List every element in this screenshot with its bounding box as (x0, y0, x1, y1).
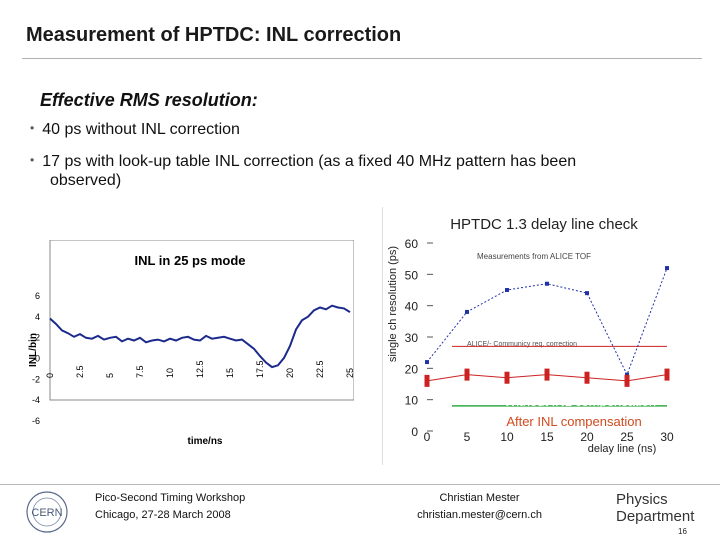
delay-point-after (424, 374, 430, 387)
bullet-text: 40 ps without INL correction (42, 121, 240, 138)
section-subtitle: Effective RMS resolution: (40, 90, 258, 110)
delay-point-without (665, 266, 669, 271)
bullet-item: • 17 ps with look-up table INL correction… (30, 151, 670, 190)
delay-point-without (425, 360, 429, 365)
footer-event: Pico-Second Timing Workshop Chicago, 27-… (95, 490, 245, 524)
delay-y-tick-label: 10 (405, 394, 419, 408)
page-number: 16 (678, 527, 687, 536)
inl-x-tick-label: 2.5 (75, 365, 85, 378)
delay-x-tick-label: 20 (580, 430, 594, 444)
delay-point-after (544, 368, 550, 381)
inl-x-tick-label: 12.5 (195, 360, 205, 378)
inl-y-tick-label: -4 (32, 395, 40, 405)
inl-x-tick-label: 20 (285, 368, 295, 378)
inl-x-tick-label: 5 (105, 373, 115, 378)
footer-author-name: Christian Mester (439, 492, 520, 504)
bullet-item: • 40 ps without INL correction (30, 121, 240, 139)
delay-chart-background (382, 207, 700, 465)
delay-legend-after: After INL compensation (506, 414, 641, 429)
inl-y-tick-label: 6 (35, 291, 40, 301)
inl-chart-background (10, 240, 354, 455)
delay-y-tick-label: 50 (405, 268, 419, 282)
delay-point-after (624, 374, 630, 387)
inl-x-tick-label: 15 (225, 368, 235, 378)
delay-y-tick-label: 30 (405, 331, 419, 345)
delay-point-after (664, 368, 670, 381)
delay-point-after (504, 371, 510, 384)
delay-x-tick-label: 30 (660, 430, 674, 444)
bullet-icon: • (30, 153, 35, 167)
inl-x-tick-label: 22.5 (315, 360, 325, 378)
delay-y-tick-label: 0 (411, 425, 418, 439)
delay-point-without (545, 281, 549, 286)
inl-y-tick-label: 0 (35, 354, 40, 364)
delay-point-without (585, 291, 589, 296)
delay-y-tick-label: 60 (405, 237, 419, 251)
inl-x-tick-label: 25 (345, 368, 354, 378)
delay-annotation-mid: ALICE/- Communicy req. correction (467, 341, 577, 348)
footer-dept-line1: Physics (616, 491, 668, 508)
footer-event-name: Pico-Second Timing Workshop (95, 492, 246, 504)
inl-chart-title: INL in 25 ps mode (134, 253, 245, 268)
inl-y-tick-label: -2 (32, 374, 40, 384)
footer-event-date: Chicago, 27-28 March 2008 (95, 509, 231, 521)
bullet-text-continued: observed) (50, 172, 122, 189)
delay-x-tick-label: 25 (620, 430, 634, 444)
inl-series-line (49, 304, 351, 369)
bullet-icon: • (30, 121, 35, 135)
delay-y-axis-label: single ch resolution (ps) (387, 246, 399, 362)
inl-y-axis-label: INL/bin (28, 333, 39, 367)
footer-divider (0, 484, 720, 485)
inl-x-tick-label: 0 (45, 373, 55, 378)
delay-x-axis-label: delay line (ns) (588, 443, 656, 455)
cern-logo-text: CERN (31, 507, 62, 519)
inl-y-tick-label: 2 (35, 333, 40, 343)
footer-dept-line2: Department (616, 508, 695, 525)
title-divider (22, 58, 702, 59)
inl-x-tick-label: 7.5 (135, 365, 145, 378)
inl-x-axis-label: time/ns (187, 436, 222, 447)
delay-point-without (465, 309, 469, 314)
page-title: Measurement of HPTDC: INL correction (26, 24, 402, 46)
footer-author-email[interactable]: christian.mester@cern.ch (417, 509, 542, 521)
inl-plot-frame (49, 240, 354, 401)
delay-y-tick-label: 40 (405, 300, 419, 314)
delay-x-tick-label: 10 (500, 430, 514, 444)
delay-x-tick-label: 0 (424, 430, 431, 444)
delay-line-chart: HPTDC 1.3 delay line check Measurements … (382, 207, 700, 465)
inl-y-tick-label: 4 (35, 312, 40, 322)
footer-author: Christian Mester christian.mester@cern.c… (412, 490, 547, 524)
bullet-text: 17 ps with look-up table INL correction … (42, 153, 577, 170)
inl-x-tick-label: 10 (165, 368, 175, 378)
delay-x-tick-label: 15 (540, 430, 554, 444)
delay-legend-without: Without INL compensation (504, 394, 656, 409)
inl-y-tick-label: -6 (32, 416, 40, 426)
cern-logo-inner-ring (32, 497, 62, 527)
delay-point-without (625, 372, 629, 377)
delay-point-without (505, 288, 509, 292)
inl-x-tick-label: 17.5 (255, 360, 265, 378)
delay-point-after (464, 368, 470, 381)
delay-point-after (584, 371, 590, 384)
delay-y-tick-label: 20 (405, 362, 419, 376)
footer-department: Physics Department (616, 491, 694, 525)
delay-x-tick-label: 5 (464, 430, 471, 444)
delay-annotation-top: Measurements from ALICE TOF (477, 252, 591, 261)
inl-chart: INL in 25 ps mode time/ns INL/bin 6420-2… (10, 240, 354, 455)
cern-logo-ring (26, 491, 68, 533)
delay-chart-title: HPTDC 1.3 delay line check (450, 216, 638, 233)
cern-logo: CERN (26, 491, 68, 533)
